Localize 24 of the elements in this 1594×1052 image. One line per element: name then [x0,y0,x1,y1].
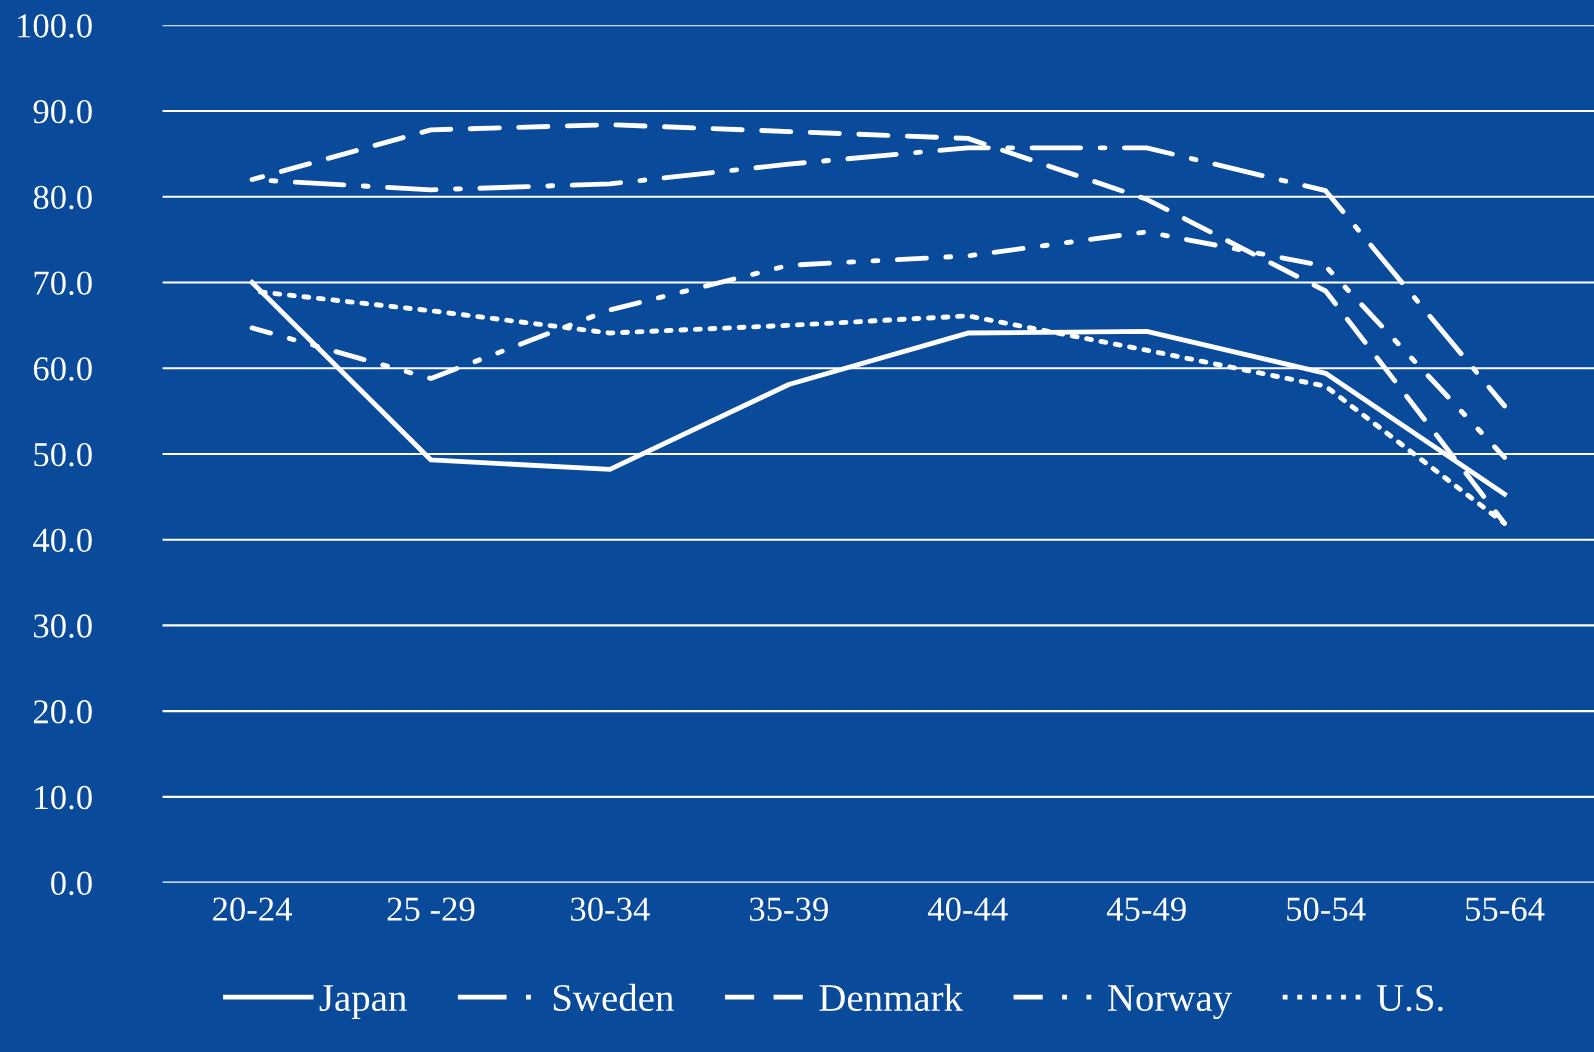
y-tick-label: 90.0 [33,99,92,124]
x-tick-label: 55-64 [1466,897,1545,921]
x-tick-label: 35-39 [749,897,828,921]
x-tick-label: 40-44 [927,897,1008,921]
x-tick-label: 20-24 [213,897,293,921]
legend-label: Sweden [553,983,674,1012]
y-tick-label: 80.0 [33,185,92,210]
legend-label: U.S. [1376,984,1443,1012]
y-tick-label: 20.0 [33,700,92,724]
y-tick-label: 70.0 [34,271,92,295]
x-tick-label: 50-54 [1287,897,1366,921]
y-tick-label: 10.0 [35,785,92,810]
x-tick-label: 30-34 [571,897,650,921]
y-tick-label: 30.0 [34,614,92,638]
legend-label: Denmark [819,983,963,1012]
legend-label: Japan [319,985,407,1019]
x-tick-label: 25 -29 [387,897,475,921]
y-tick-label: 40.0 [33,528,92,553]
y-tick-label: 100.0 [18,14,92,38]
legend-label: Norway [1108,985,1232,1020]
y-tick-label: 50.0 [34,442,92,467]
x-tick-label: 45-49 [1106,897,1186,921]
y-tick-label: 0.0 [51,871,92,896]
y-tick-label: 60.0 [33,357,92,381]
